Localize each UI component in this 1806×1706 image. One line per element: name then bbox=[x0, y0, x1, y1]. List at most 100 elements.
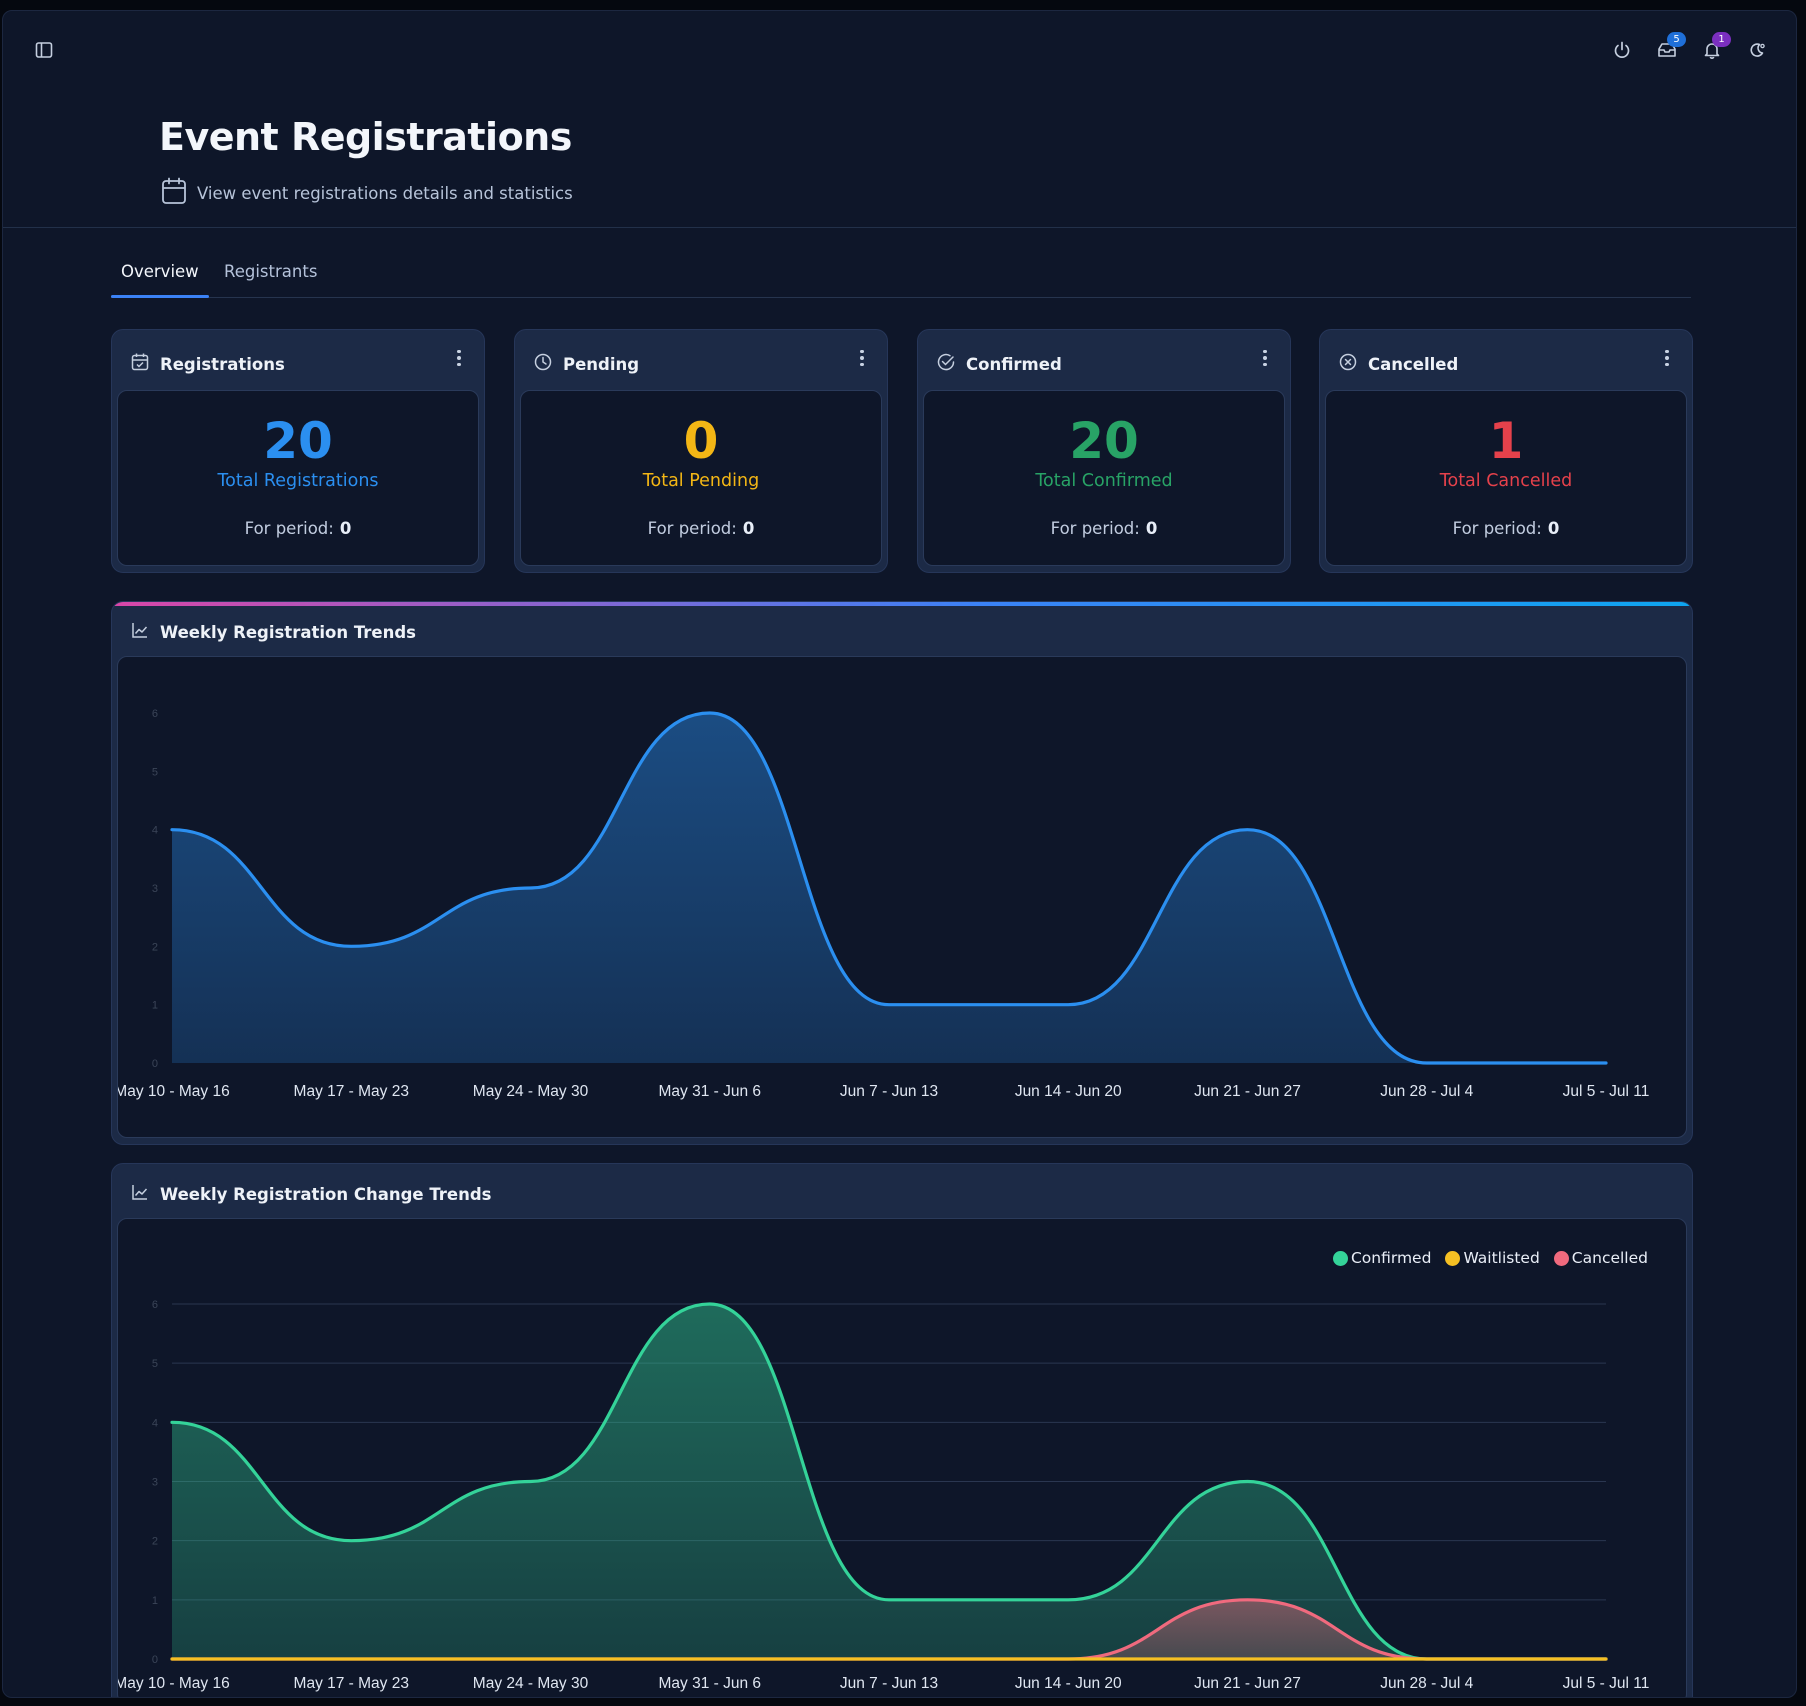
data-point[interactable] bbox=[883, 1594, 895, 1606]
calendar-icon bbox=[161, 177, 187, 209]
stat-period-label: For period: bbox=[647, 519, 737, 538]
series-area-cancelled bbox=[172, 1599, 1606, 1659]
gradient-accent-bar bbox=[112, 602, 1692, 606]
legend-item-confirmed[interactable]: Confirmed bbox=[1332, 1249, 1432, 1267]
stat-title: Confirmed bbox=[966, 354, 1062, 374]
y-tick-label: 6 bbox=[152, 708, 158, 720]
data-point[interactable] bbox=[345, 940, 357, 952]
clock-icon bbox=[533, 352, 553, 376]
y-tick-label: 2 bbox=[152, 1536, 158, 1548]
x-tick-label: Jun 14 - Jun 20 bbox=[1015, 1083, 1122, 1100]
legend-item-waitlisted[interactable]: Waitlisted bbox=[1445, 1249, 1540, 1267]
data-point[interactable] bbox=[1242, 1653, 1254, 1665]
check-circle-icon bbox=[936, 352, 956, 376]
data-point[interactable] bbox=[345, 1653, 357, 1665]
tab-overview[interactable]: Overview bbox=[111, 247, 209, 298]
data-point[interactable] bbox=[525, 1653, 537, 1665]
inbox-badge: 5 bbox=[1667, 32, 1686, 47]
more-options-icon[interactable] bbox=[851, 346, 873, 370]
data-point[interactable] bbox=[525, 882, 537, 894]
more-options-icon[interactable] bbox=[448, 346, 470, 370]
bell-icon[interactable]: 1 bbox=[1697, 32, 1731, 65]
series-line-registrations[interactable] bbox=[170, 711, 1608, 1065]
stat-value: 20 bbox=[1069, 412, 1139, 470]
tab-registrants[interactable]: Registrants bbox=[224, 262, 318, 281]
stat-label: Total Registrations bbox=[217, 471, 379, 491]
data-point[interactable] bbox=[704, 707, 716, 719]
data-point[interactable] bbox=[1242, 824, 1254, 836]
page-subtitle-text: View event registrations details and sta… bbox=[197, 183, 573, 203]
data-point[interactable] bbox=[1242, 1476, 1254, 1488]
x-tick-label: May 24 - May 30 bbox=[473, 1083, 589, 1100]
data-point[interactable] bbox=[1242, 1594, 1254, 1606]
y-tick-label: 0 bbox=[152, 1654, 158, 1666]
sidebar-toggle-icon[interactable] bbox=[29, 35, 59, 65]
chart-title: Weekly Registration Change Trends bbox=[160, 1184, 492, 1204]
stat-period: For period: 0 bbox=[924, 519, 1284, 538]
data-point[interactable] bbox=[166, 824, 178, 836]
data-point[interactable] bbox=[1062, 999, 1074, 1011]
app-window: 5 1 Event Registrations View event regis… bbox=[2, 10, 1797, 1698]
x-tick-label: Jun 21 - Jun 27 bbox=[1194, 1083, 1301, 1100]
data-point[interactable] bbox=[883, 1653, 895, 1665]
chart-plot-area: Confirmed Waitlisted Cancelled 0 1 2 3 4 5 6 Ma… bbox=[117, 1218, 1687, 1697]
line-chart-icon bbox=[130, 1182, 150, 1206]
stat-period-value: 0 bbox=[339, 519, 352, 538]
data-point[interactable] bbox=[1421, 1653, 1433, 1665]
stat-card-registrations: Registrations 20 Total Registrations For… bbox=[111, 329, 485, 573]
stat-value: 20 bbox=[263, 412, 333, 470]
x-tick-label: May 17 - May 23 bbox=[294, 1083, 409, 1100]
page-header: Event Registrations View event registrat… bbox=[3, 81, 1796, 228]
page-title: Event Registrations bbox=[159, 115, 572, 159]
data-point[interactable] bbox=[345, 1535, 357, 1547]
stat-period-value: 0 bbox=[1145, 519, 1158, 538]
y-tick-label: 5 bbox=[152, 766, 158, 778]
legend-item-cancelled[interactable]: Cancelled bbox=[1553, 1249, 1648, 1267]
data-point[interactable] bbox=[1062, 1594, 1074, 1606]
stat-title: Cancelled bbox=[1368, 354, 1459, 374]
series-line-confirmed[interactable] bbox=[170, 1302, 1608, 1661]
more-options-icon[interactable] bbox=[1656, 346, 1678, 370]
y-tick-label: 1 bbox=[152, 1595, 158, 1607]
x-tick-label: Jun 14 - Jun 20 bbox=[1015, 1675, 1122, 1692]
y-tick-label: 0 bbox=[152, 1058, 158, 1070]
stat-label: Total Confirmed bbox=[1035, 471, 1173, 491]
data-point[interactable] bbox=[883, 999, 895, 1011]
chart-legend: Confirmed Waitlisted Cancelled bbox=[1332, 1249, 1648, 1267]
x-tick-label: May 24 - May 30 bbox=[473, 1675, 589, 1692]
data-point[interactable] bbox=[525, 1476, 537, 1488]
data-point[interactable] bbox=[1062, 1653, 1074, 1665]
stat-period-label: For period: bbox=[244, 519, 334, 538]
legend-dot bbox=[1445, 1250, 1461, 1266]
data-point[interactable] bbox=[1600, 1057, 1612, 1069]
x-tick-label: May 31 - Jun 6 bbox=[658, 1675, 761, 1692]
data-point[interactable] bbox=[704, 1298, 716, 1310]
x-tick-label: Jun 28 - Jul 4 bbox=[1380, 1083, 1473, 1100]
legend-dot bbox=[1553, 1250, 1569, 1266]
stat-value: 1 bbox=[1488, 412, 1524, 470]
line-chart-icon bbox=[130, 620, 150, 644]
data-point[interactable] bbox=[1600, 1653, 1612, 1665]
page-subtitle: View event registrations details and sta… bbox=[161, 177, 573, 209]
x-tick-label: Jun 28 - Jul 4 bbox=[1380, 1675, 1473, 1692]
more-options-icon[interactable] bbox=[1254, 346, 1276, 370]
legend-dot bbox=[1332, 1250, 1348, 1266]
y-tick-label: 1 bbox=[152, 1000, 158, 1012]
data-point[interactable] bbox=[1421, 1057, 1433, 1069]
legend-label: Confirmed bbox=[1350, 1249, 1432, 1267]
tab-bar: Overview Registrants bbox=[111, 247, 1691, 298]
y-tick-label: 4 bbox=[152, 1417, 158, 1429]
data-point[interactable] bbox=[166, 1653, 178, 1665]
stat-title: Pending bbox=[563, 354, 640, 374]
power-icon[interactable] bbox=[1607, 35, 1637, 65]
weekly-trends-chart: 0 1 2 3 4 5 6 May 10 - May 16 May 17 - May 23 May… bbox=[118, 707, 1649, 1100]
series-area-registrations bbox=[172, 713, 1606, 1063]
topbar: 5 1 bbox=[3, 11, 1796, 81]
theme-toggle-icon[interactable] bbox=[1742, 35, 1772, 65]
legend-label: Waitlisted bbox=[1463, 1249, 1540, 1267]
inbox-icon[interactable]: 5 bbox=[1652, 32, 1686, 65]
x-tick-label: May 17 - May 23 bbox=[294, 1675, 409, 1692]
series-area-confirmed bbox=[172, 1304, 1606, 1659]
data-point[interactable] bbox=[166, 1416, 178, 1428]
data-point[interactable] bbox=[704, 1653, 716, 1665]
